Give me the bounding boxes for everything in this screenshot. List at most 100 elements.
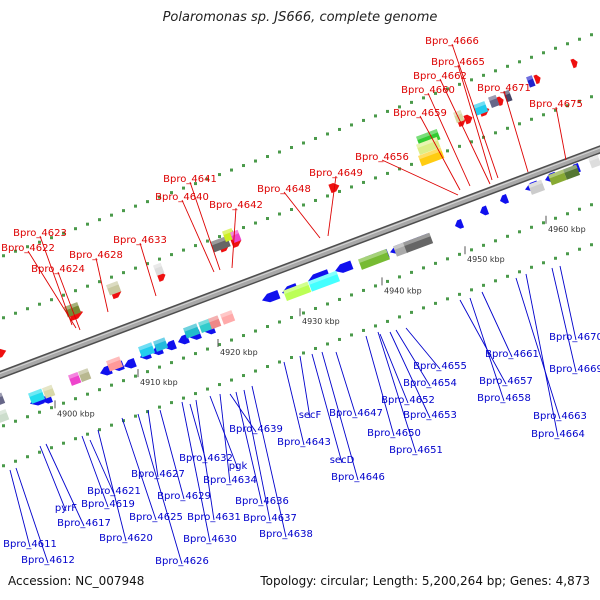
- leader-line: [181, 199, 215, 273]
- track-dot: [374, 114, 377, 118]
- track-dot: [182, 356, 185, 360]
- track-dot: [242, 164, 245, 168]
- reverse-gene-label: Bpro_4650: [367, 428, 421, 439]
- track-dot: [410, 310, 413, 314]
- leader-line: [219, 393, 231, 484]
- track-dot: [326, 342, 329, 346]
- track-dot: [350, 185, 353, 189]
- reverse-gene-label: Bpro_4657: [479, 376, 533, 387]
- track-dot: [170, 253, 173, 257]
- reverse-gene-arrow: [262, 289, 281, 303]
- leader-line: [147, 409, 159, 478]
- leader-line: [551, 267, 577, 373]
- reverse-gene-label: pyrF: [55, 503, 77, 514]
- reverse-gene-arrow: [480, 205, 490, 216]
- leader-line: [381, 159, 459, 196]
- reverse-gene-label: pgk: [229, 461, 248, 472]
- topology-text: Topology: circular; Length: 5,200,264 bp…: [260, 574, 590, 588]
- gene-feature-box: [78, 368, 92, 383]
- track-dot: [86, 392, 89, 396]
- track-dot: [482, 73, 485, 77]
- track-dot: [194, 392, 197, 396]
- track-dot: [266, 365, 269, 369]
- track-dot: [158, 257, 161, 261]
- reverse-gene-label: Bpro_4626: [155, 556, 209, 567]
- track-dot: [14, 311, 17, 315]
- reverse-gene-label: Bpro_4620: [99, 533, 153, 544]
- leader-line: [481, 291, 513, 358]
- track-dot: [26, 307, 29, 311]
- track-dot: [2, 254, 5, 258]
- leader-line: [39, 235, 73, 326]
- forward-gene-label: Bpro_4660: [401, 85, 455, 96]
- tick-label: 4920 kbp: [220, 348, 258, 357]
- track-dot: [566, 212, 569, 216]
- track-dot: [458, 252, 461, 256]
- track-dot: [278, 360, 281, 364]
- track-dot: [146, 370, 149, 374]
- track-dot: [314, 198, 317, 202]
- gene-feature-box: [563, 164, 581, 180]
- reverse-gene-arrow: [335, 260, 354, 273]
- track-dot: [398, 275, 401, 279]
- track-dot: [458, 82, 461, 86]
- leader-line: [181, 401, 211, 543]
- leader-line: [27, 250, 77, 329]
- gene-feature-box: [283, 281, 312, 302]
- track-dot: [110, 383, 113, 387]
- reverse-gene-label: secD: [330, 455, 355, 466]
- track-dot: [506, 274, 509, 278]
- track-dot: [254, 329, 257, 333]
- backbone-line: [0, 146, 600, 378]
- gene-feature-box: [488, 94, 500, 108]
- track-dot: [50, 298, 53, 302]
- track-dot: [302, 351, 305, 355]
- track-dot: [446, 87, 449, 91]
- leader-line: [251, 385, 287, 538]
- track-dot: [110, 275, 113, 279]
- track-dot: [218, 343, 221, 347]
- track-dot: [146, 200, 149, 204]
- leader-line: [451, 43, 499, 179]
- forward-gene-label: Bpro_4666: [425, 36, 479, 47]
- track-dot: [38, 302, 41, 306]
- track-dot: [230, 168, 233, 172]
- gene-feature-box: [183, 323, 201, 339]
- gene-feature-box: [548, 169, 567, 186]
- track-dot: [590, 33, 593, 37]
- track-dot: [134, 374, 137, 378]
- leader-line: [235, 391, 263, 505]
- track-dot: [182, 396, 185, 400]
- track-dots: [2, 33, 593, 468]
- track-dot: [158, 405, 161, 409]
- reverse-gene-arrow: [124, 357, 137, 369]
- track-dot: [74, 289, 77, 293]
- track-dot: [206, 387, 209, 391]
- leader-line: [81, 435, 109, 508]
- track-dot: [350, 123, 353, 127]
- track-dot: [278, 150, 281, 154]
- track-dot: [218, 235, 221, 239]
- track-dot: [374, 324, 377, 328]
- track-dot: [314, 136, 317, 140]
- leader-line: [121, 417, 157, 521]
- track-dot: [374, 284, 377, 288]
- reverse-gene-label: Bpro_4611: [3, 539, 57, 550]
- track-dot: [26, 415, 29, 419]
- forward-gene-label: Bpro_4641: [163, 174, 217, 185]
- backbone-highlight: [0, 147, 600, 375]
- leader-line: [439, 78, 491, 185]
- forward-gene-label: Bpro_4642: [209, 200, 263, 211]
- track-dot: [422, 96, 425, 100]
- track-dot: [134, 204, 137, 208]
- track-dot: [446, 297, 449, 301]
- track-dot: [542, 113, 545, 117]
- track-dot: [434, 91, 437, 95]
- leader-line: [139, 242, 157, 297]
- reverse-gene-label: Bpro_4639: [229, 424, 283, 435]
- reverse-gene-label: Bpro_4636: [235, 496, 289, 507]
- forward-gene-label: Bpro_4659: [393, 108, 447, 119]
- leader-line: [321, 351, 359, 481]
- reverse-gene-label: Bpro_4617: [57, 518, 111, 529]
- track-dot: [518, 122, 521, 126]
